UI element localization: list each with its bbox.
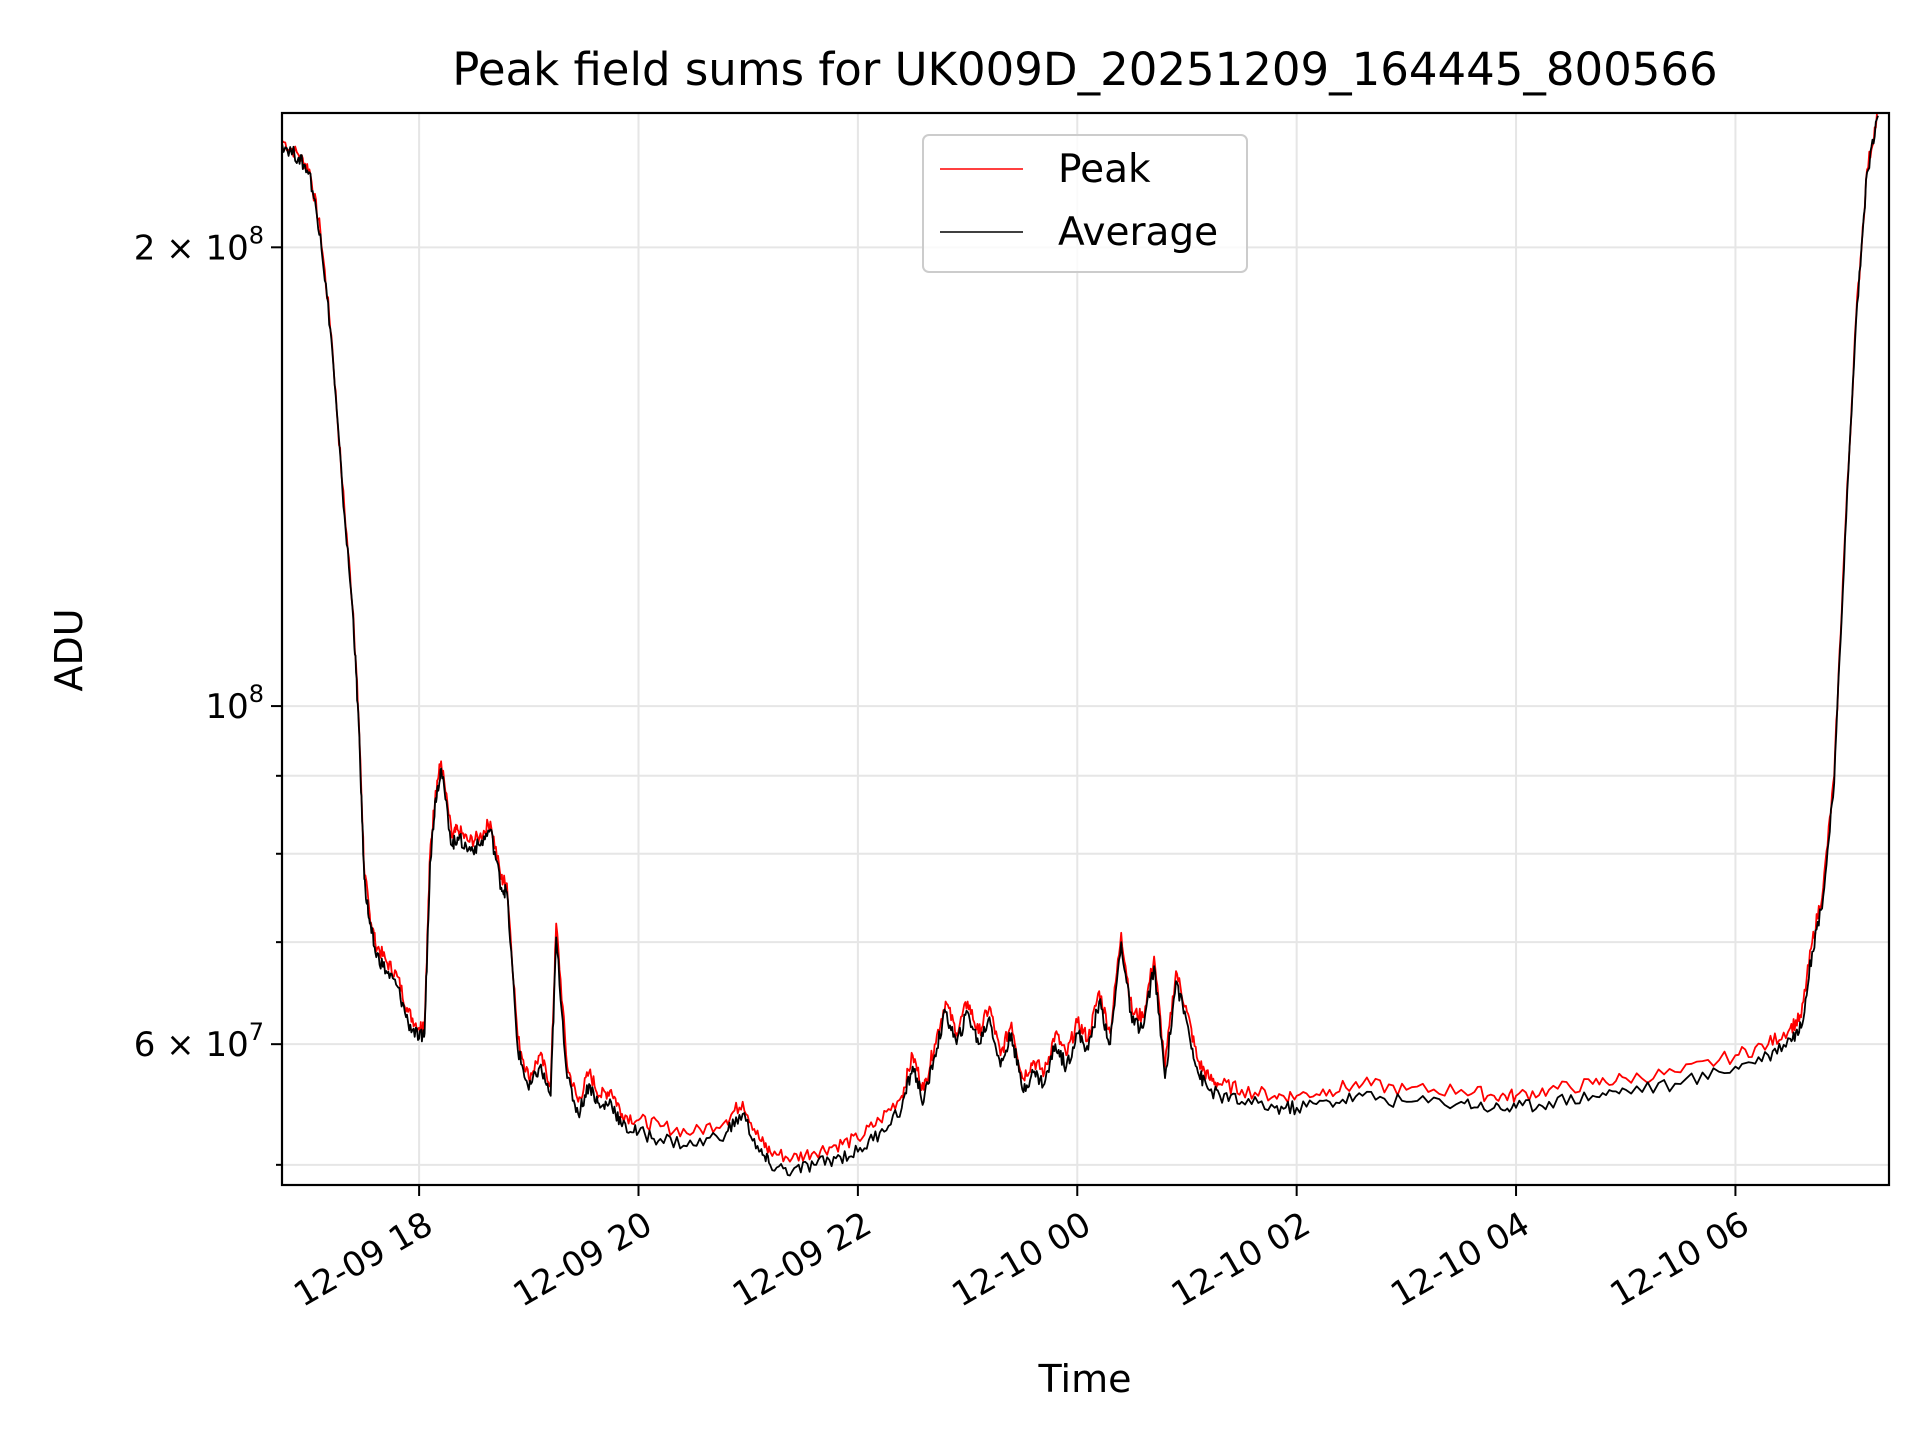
plot-area xyxy=(282,113,1889,1185)
legend-label-average: Average xyxy=(1058,210,1218,255)
y-tick-label: 6 × 107 xyxy=(134,1018,264,1065)
series-line-peak xyxy=(282,113,1879,1163)
x-axis-label: Time xyxy=(1038,1357,1132,1401)
legend: Peak Average xyxy=(922,134,1248,273)
y-tick-label: 108 xyxy=(205,680,264,727)
series-layer xyxy=(282,113,1879,1177)
y-axis-label: ADU xyxy=(47,608,91,691)
y-tick-label: 2 × 108 xyxy=(134,221,264,268)
axes-frame xyxy=(280,111,1891,1187)
series-line-average xyxy=(282,115,1879,1177)
chart-title: Peak field sums for UK009D_20251209_1644… xyxy=(452,43,1717,96)
legend-label-peak: Peak xyxy=(1058,147,1151,192)
